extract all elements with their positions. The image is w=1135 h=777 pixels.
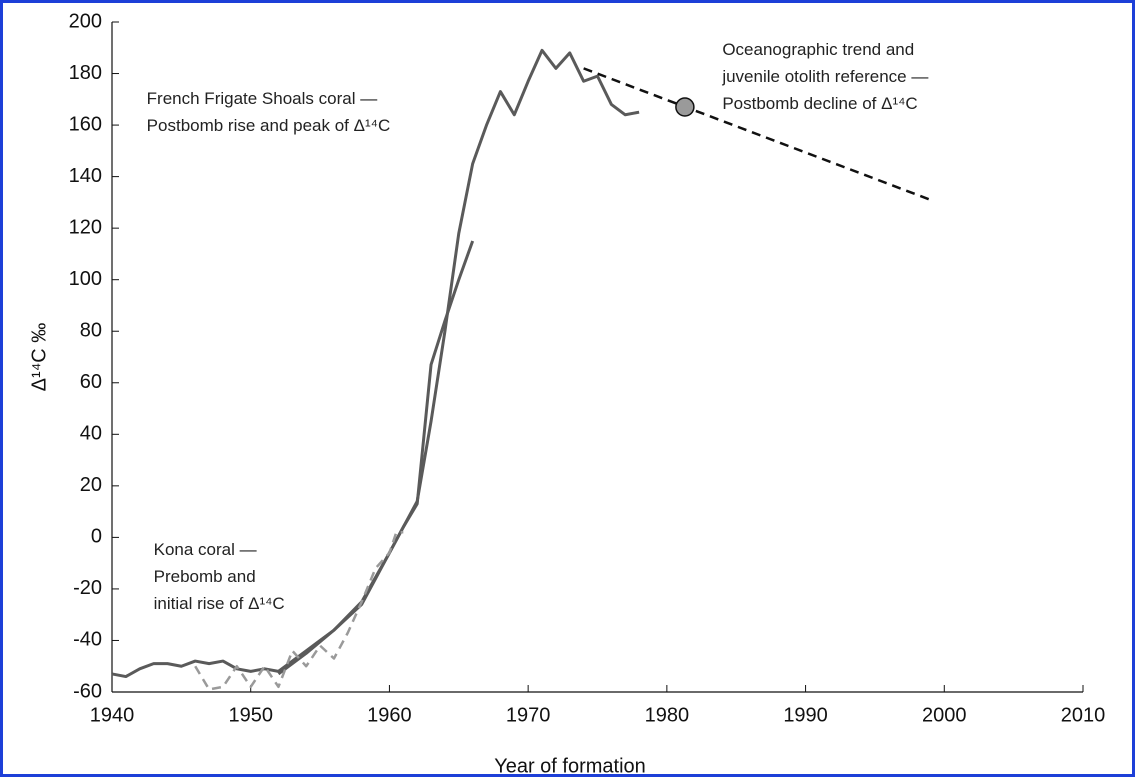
series-line (194, 530, 404, 691)
series-line (277, 48, 640, 676)
y-tick-label: 0 (91, 526, 102, 548)
y-tick-label: 200 (69, 10, 102, 32)
annotation: initial rise of Δ¹⁴C (154, 594, 285, 613)
y-tick-label: -60 (73, 680, 102, 702)
x-tick-label: 1990 (783, 704, 828, 726)
y-tick-label: 120 (69, 216, 102, 238)
y-tick-label: 80 (80, 320, 102, 342)
annotation: Postbomb rise and peak of Δ¹⁴C (147, 116, 391, 135)
x-tick-label: 1950 (228, 704, 273, 726)
y-tick-label: 180 (69, 62, 102, 84)
x-tick-label: 1940 (90, 704, 135, 726)
x-tick-label: 1960 (367, 704, 412, 726)
reference-point (675, 97, 695, 117)
y-tick-label: 40 (80, 423, 102, 445)
x-axis-label: Year of formation (494, 755, 646, 777)
x-tick-label: 1980 (645, 704, 690, 726)
y-tick-label: -20 (73, 577, 102, 599)
y-tick-label: 140 (69, 165, 102, 187)
annotation: Postbomb decline of Δ¹⁴C (722, 94, 917, 113)
annotation: Kona coral — (154, 540, 257, 559)
annotation: juvenile otolith reference — (721, 67, 928, 86)
annotation: French Frigate Shoals coral — (147, 89, 378, 108)
y-axis-label: Δ¹⁴C ‰ (28, 323, 50, 392)
y-tick-label: 20 (80, 474, 102, 496)
y-tick-label: 60 (80, 371, 102, 393)
y-tick-label: -40 (73, 629, 102, 651)
series-line (583, 67, 931, 201)
annotation: Oceanographic trend and (722, 40, 914, 59)
annotation: Prebomb and (154, 567, 256, 586)
y-tick-label: 100 (69, 268, 102, 290)
y-tick-label: 160 (69, 113, 102, 135)
x-tick-label: 2010 (1061, 704, 1106, 726)
x-tick-label: 1970 (506, 704, 551, 726)
x-tick-label: 2000 (922, 704, 967, 726)
